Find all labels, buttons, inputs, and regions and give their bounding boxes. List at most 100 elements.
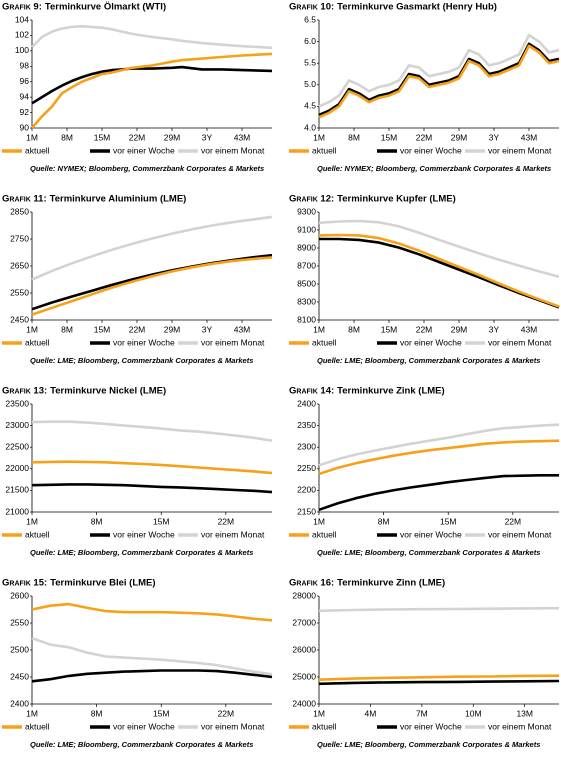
y-tick-label: 22500 xyxy=(5,441,29,451)
legend-label: vor einer Woche xyxy=(400,145,462,155)
y-tick-label: 92 xyxy=(20,107,30,117)
y-tick-label: 8700 xyxy=(297,260,316,270)
x-tick-label: 29M xyxy=(451,132,468,142)
legend-label: vor einer Woche xyxy=(113,529,175,539)
y-tick-label: 2550 xyxy=(10,287,29,297)
y-tick-label: 24000 xyxy=(292,698,316,708)
x-tick-label: 43M xyxy=(521,132,538,142)
series-line xyxy=(318,219,560,279)
x-tick-label: 15M xyxy=(381,132,398,142)
y-tick-label: 4.5 xyxy=(304,101,316,111)
y-tick-label: 98 xyxy=(20,61,30,71)
y-tick-label: 2350 xyxy=(297,420,316,430)
source-note: Quelle: LME; Bloomberg, Commerzbank Corp… xyxy=(317,740,540,749)
chart-panel: Grafik 11: Terminkurve Aluminium (LME) 245… xyxy=(2,194,273,365)
source-note: Quelle: LME; Bloomberg, Commerzbank Corp… xyxy=(30,356,253,365)
x-tick-label: 1M xyxy=(313,132,325,142)
series-line xyxy=(318,606,560,613)
series-line xyxy=(31,460,273,475)
y-tick-label: 2650 xyxy=(10,260,29,270)
series-line xyxy=(318,439,560,476)
x-tick-label: 43M xyxy=(234,132,251,142)
y-tick-label: 21000 xyxy=(5,506,29,516)
legend-label: aktuell xyxy=(25,529,50,539)
series-line xyxy=(318,674,560,681)
series-line xyxy=(31,256,273,316)
legend-label: vor einer Woche xyxy=(400,337,462,347)
y-tick-label: 2400 xyxy=(297,398,316,408)
y-tick-label: 25000 xyxy=(292,671,316,681)
x-tick-label: 22M xyxy=(129,324,146,334)
y-tick-label: 4.0 xyxy=(304,122,316,132)
chart-title: Terminkurve Gasmarkt (Henry Hub) xyxy=(337,2,497,13)
chart-title: Terminkurve Zinn (LME) xyxy=(337,578,445,589)
x-tick-label: 22M xyxy=(129,132,146,142)
x-tick-label: 3Y xyxy=(202,132,213,142)
source-note: Quelle: LME; Bloomberg, Commerzbank Corp… xyxy=(317,548,540,557)
x-tick-label: 13M xyxy=(516,708,533,718)
chart-title: Terminkurve Ölmarkt (WTI) xyxy=(45,2,166,13)
y-tick-label: 2450 xyxy=(10,314,29,324)
x-tick-label: 1M xyxy=(26,708,38,718)
y-tick-label: 21500 xyxy=(5,485,29,495)
series-line xyxy=(318,679,560,686)
chart-panel: Grafik 12: Terminkurve Kupfer (LME) 8100 83… xyxy=(289,194,560,365)
x-tick-label: 8M xyxy=(91,708,103,718)
x-tick-label: 22M xyxy=(505,516,522,526)
y-tick-label: 6.5 xyxy=(304,14,316,24)
series-line xyxy=(31,24,273,50)
y-tick-label: 90 xyxy=(20,122,30,132)
y-tick-label: 2400 xyxy=(10,698,29,708)
x-tick-label: 29M xyxy=(451,324,468,334)
x-tick-label: 15M xyxy=(94,324,111,334)
chart-label: Grafik 16: xyxy=(289,578,334,589)
x-tick-label: 10M xyxy=(465,708,482,718)
x-tick-label: 15M xyxy=(153,516,170,526)
y-tick-label: 8100 xyxy=(297,314,316,324)
y-tick-label: 6.0 xyxy=(304,36,316,46)
legend-label: vor einem Monat xyxy=(488,529,552,539)
source-note: Quelle: LME; Bloomberg, Commerzbank Corp… xyxy=(30,740,253,749)
series-line xyxy=(318,474,559,512)
series-line xyxy=(31,669,273,683)
source-note: Quelle: LME; Bloomberg, Commerzbank Corp… xyxy=(30,548,253,557)
y-tick-label: 5.0 xyxy=(304,79,316,89)
x-tick-label: 15M xyxy=(381,324,398,334)
chart-label: Grafik 12: xyxy=(289,194,334,205)
x-tick-label: 22M xyxy=(416,324,433,334)
x-tick-label: 1M xyxy=(313,324,325,334)
series-line xyxy=(318,423,560,467)
y-tick-label: 96 xyxy=(20,76,30,86)
chart-label: Grafik 14: xyxy=(289,386,334,397)
legend-label: vor einem Monat xyxy=(488,337,552,347)
legend-label: aktuell xyxy=(25,337,50,347)
x-tick-label: 1M xyxy=(313,516,325,526)
y-tick-label: 2250 xyxy=(297,463,316,473)
chart-panel: Grafik 15: Terminkurve Blei (LME) 2400 2450… xyxy=(2,578,273,749)
source-note: Quelle: NYMEX; Bloomberg, Commerzbank Co… xyxy=(30,164,264,173)
x-tick-label: 1M xyxy=(26,324,38,334)
chart-panel: Grafik 10: Terminkurve Gasmarkt (Henry Hu… xyxy=(289,2,560,173)
chart-panel: Grafik 9: Terminkurve Ölmarkt (WTI) 90 92 94… xyxy=(2,2,273,173)
series-line xyxy=(31,483,273,494)
y-tick-label: 5.5 xyxy=(304,57,316,67)
chart-label: Grafik 9: xyxy=(2,2,42,13)
legend-label: aktuell xyxy=(312,529,337,539)
chart-label: Grafik 11: xyxy=(2,194,47,205)
y-tick-label: 2450 xyxy=(10,671,29,681)
x-tick-label: 8M xyxy=(348,132,360,142)
legend-label: vor einem Monat xyxy=(201,337,265,347)
y-tick-label: 22000 xyxy=(5,463,29,473)
x-tick-label: 3Y xyxy=(489,132,500,142)
chart-title: Terminkurve Blei (LME) xyxy=(50,578,155,589)
y-tick-label: 9300 xyxy=(297,206,316,216)
x-tick-label: 15M xyxy=(440,516,457,526)
y-tick-label: 104 xyxy=(15,14,29,24)
series-line xyxy=(318,33,560,108)
y-tick-label: 23500 xyxy=(5,398,29,408)
y-tick-label: 94 xyxy=(20,91,30,101)
series-line xyxy=(31,636,273,676)
x-tick-label: 1M xyxy=(26,132,38,142)
